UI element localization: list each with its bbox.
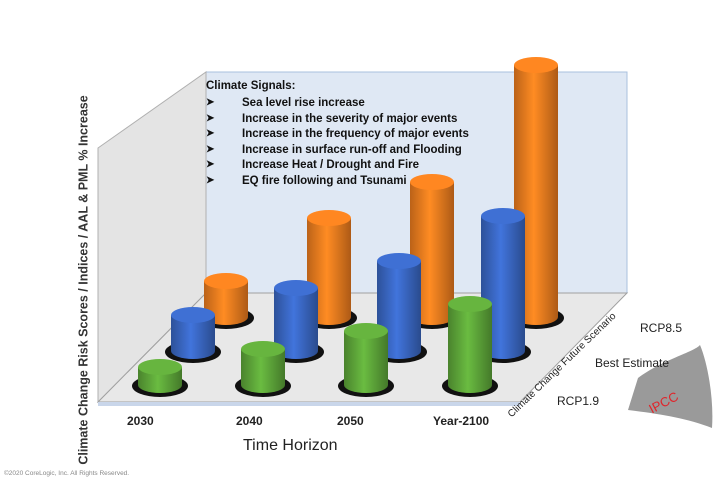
arrow-bullet-icon: ➤ bbox=[206, 128, 215, 139]
bar-cap bbox=[138, 359, 182, 375]
bar-cap bbox=[204, 273, 248, 289]
scenario-label: Best Estimate bbox=[595, 356, 670, 370]
arrow-bullet-icon: ➤ bbox=[206, 112, 215, 124]
x-tick-label: 2040 bbox=[236, 414, 263, 428]
bar-body bbox=[344, 331, 388, 393]
bar bbox=[235, 341, 291, 397]
y-axis-label: Climate Change Risk Scores / Indices / A… bbox=[76, 95, 91, 465]
signal-item: ➤ EQ fire following and Tsunami bbox=[206, 175, 536, 191]
bar-cap bbox=[481, 208, 525, 224]
arrow-bullet-icon: ➤ bbox=[206, 143, 215, 155]
signal-text: Increase in the severity of major events bbox=[242, 112, 458, 125]
bar-cap bbox=[514, 57, 558, 73]
x-tick-label: 2030 bbox=[127, 414, 154, 428]
bar-body bbox=[274, 288, 318, 359]
bar-cap bbox=[377, 253, 421, 269]
signal-item: ➤ Increase Heat / Drought and Fire bbox=[206, 159, 536, 175]
bar-body bbox=[171, 315, 215, 359]
signals-title: Climate Signals: bbox=[206, 80, 296, 92]
climate-signals-box: Climate Signals: ➤ Sea level rise increas… bbox=[206, 80, 536, 190]
bar-cap bbox=[410, 174, 454, 190]
bar-cap bbox=[274, 280, 318, 296]
bar-cap bbox=[307, 210, 351, 226]
bar-body bbox=[204, 281, 248, 325]
copyright-text: ©2020 CoreLogic, Inc. All Rights Reserve… bbox=[4, 470, 130, 477]
x-tick-label: 2050 bbox=[337, 414, 364, 428]
signal-text: EQ fire following and Tsunami bbox=[242, 174, 407, 187]
arrow-bullet-icon: ➤ bbox=[206, 159, 215, 170]
signal-text: Increase Heat / Drought and Fire bbox=[242, 159, 420, 171]
bar-cap bbox=[171, 307, 215, 323]
x-axis-title: Time Horizon bbox=[243, 437, 338, 454]
signal-item: ➤ Increase in the severity of major event… bbox=[206, 113, 536, 129]
signal-text: Sea level rise increase bbox=[242, 97, 365, 109]
bar-body bbox=[241, 349, 285, 393]
signal-item: ➤ Increase in the frequency of major even… bbox=[206, 128, 536, 144]
bar bbox=[165, 307, 221, 363]
scenario-label: RCP1.9 bbox=[557, 394, 600, 408]
signal-text: Increase in the frequency of major event… bbox=[242, 128, 469, 140]
bars-group bbox=[132, 57, 564, 397]
signal-text: Increase in surface run-off and Flooding bbox=[242, 143, 462, 156]
ipcc-badge bbox=[628, 345, 713, 428]
arrow-bullet-icon: ➤ bbox=[206, 97, 215, 108]
signal-item: ➤ Increase in surface run-off and Floodin… bbox=[206, 144, 536, 160]
bar-body bbox=[448, 304, 492, 393]
arrow-bullet-icon: ➤ bbox=[206, 174, 215, 186]
scenario-label: RCP8.5 bbox=[640, 321, 683, 335]
signal-item: ➤ Sea level rise increase bbox=[206, 97, 536, 113]
bar bbox=[442, 296, 498, 397]
x-tick-label: Year-2100 bbox=[433, 414, 490, 428]
bar-cap bbox=[241, 341, 285, 357]
bar-cap bbox=[448, 296, 492, 312]
bar-cap bbox=[344, 323, 388, 339]
bar bbox=[132, 359, 188, 397]
bar bbox=[338, 323, 394, 397]
floor-edge bbox=[98, 402, 520, 406]
y-axis-label-wrap: Climate Change Risk Scores / Indices / A… bbox=[14, 95, 154, 464]
